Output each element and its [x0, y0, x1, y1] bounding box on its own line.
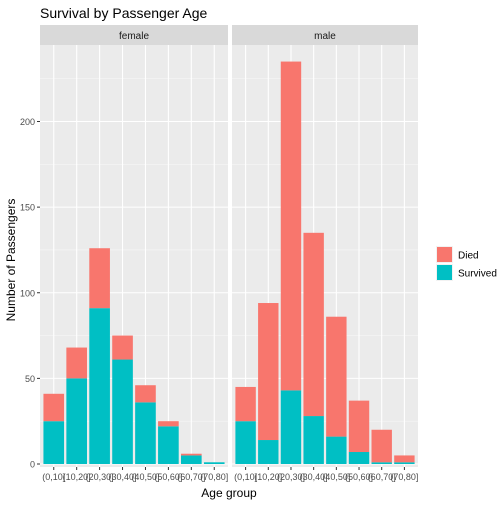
bar-survived-male-2: [280, 390, 302, 464]
y-tick-label: 50: [25, 374, 35, 384]
x-tick-label: (60,70]: [368, 472, 396, 482]
x-tick-label: (10,20]: [254, 472, 282, 482]
bar-died-male-6: [371, 429, 392, 463]
bar-died-female-4: [135, 385, 156, 403]
facet-panel-female: female (0,10](10,20](20,30](30,40](40,50]…: [40, 25, 228, 482]
x-tick-label: (70,80]: [200, 472, 228, 482]
bar-survived-male-6: [371, 462, 392, 464]
x-tick-label: (20,30]: [86, 472, 114, 482]
y-axis: 0 50 100 150 200: [20, 117, 40, 470]
x-tick-label: (60,70]: [177, 472, 205, 482]
x-tick-label: (50,60]: [154, 472, 182, 482]
bar-died-female-5: [158, 421, 179, 427]
bar-survived-male-1: [258, 440, 279, 464]
bar-died-female-3: [112, 335, 133, 360]
bar-died-male-2: [280, 61, 302, 391]
x-tick-label: (30,40]: [109, 472, 137, 482]
x-tick-label: (10,20]: [63, 472, 91, 482]
legend-label: Survived: [458, 269, 497, 280]
legend-swatch-survived: [437, 265, 452, 280]
bar-survived-female-0: [43, 421, 65, 464]
x-tick-label: (70,80]: [390, 472, 418, 482]
x-axis-label: Age group: [201, 486, 257, 500]
bar-survived-male-4: [326, 436, 347, 464]
x-tick-label: (30,40]: [300, 472, 328, 482]
y-tick-label: 0: [30, 460, 35, 470]
bar-died-female-0: [43, 393, 65, 422]
y-axis-label: Number of Passengers: [4, 199, 18, 322]
bar-died-male-1: [258, 303, 279, 441]
bar-died-male-5: [348, 400, 370, 453]
bar-survived-female-3: [112, 359, 133, 464]
legend: Died Survived: [436, 246, 497, 281]
facet-panels: female(0,10](10,20](20,30](30,40](40,50]…: [20, 25, 418, 482]
legend-swatch-died: [437, 247, 452, 262]
bar-survived-female-6: [181, 455, 202, 464]
bar-died-male-0: [235, 386, 256, 422]
bar-survived-male-3: [303, 416, 324, 464]
bar-survived-female-4: [135, 402, 156, 464]
facet-strip: [40, 25, 228, 45]
bar-died-male-7: [394, 455, 415, 463]
bar-survived-female-7: [203, 462, 225, 464]
bar-survived-female-1: [66, 378, 87, 464]
y-tick-label: 150: [20, 203, 35, 213]
bar-survived-female-2: [89, 308, 110, 464]
bar-died-male-4: [326, 316, 347, 437]
y-tick-label: 200: [20, 117, 35, 127]
bar-died-female-1: [66, 347, 87, 379]
bar-died-female-2: [89, 248, 110, 309]
y-tick-label: 100: [20, 288, 35, 298]
facet-strip-label: female: [119, 31, 149, 42]
facet-panel-male: male (0,10](10,20](20,30](30,40](40,50](5…: [232, 25, 418, 482]
legend-label: Died: [458, 251, 479, 262]
chart-title: Survival by Passenger Age: [40, 5, 208, 21]
x-tick-label: (20,30]: [277, 472, 305, 482]
bar-survived-female-5: [158, 426, 179, 464]
bar-died-female-6: [181, 453, 202, 456]
x-tick-label: (50,60]: [345, 472, 373, 482]
facet-strip-label: male: [314, 31, 336, 42]
bar-died-male-3: [303, 232, 324, 417]
x-tick-label: (40,50]: [131, 472, 159, 482]
bar-survived-male-0: [235, 421, 256, 464]
x-tick-label: (0,10]: [42, 472, 65, 482]
bar-survived-male-7: [394, 462, 415, 464]
bar-survived-male-5: [348, 452, 370, 464]
facet-strip: [232, 25, 418, 45]
x-tick-label: (40,50]: [322, 472, 350, 482]
x-tick-label: (0,10]: [234, 472, 257, 482]
